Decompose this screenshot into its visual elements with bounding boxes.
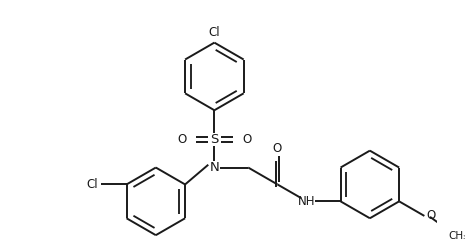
Text: NH: NH bbox=[298, 195, 316, 208]
Text: Cl: Cl bbox=[87, 178, 99, 191]
Text: O: O bbox=[242, 133, 252, 146]
Text: O: O bbox=[273, 142, 282, 155]
Text: S: S bbox=[210, 133, 219, 146]
Text: CH₃: CH₃ bbox=[448, 231, 465, 241]
Text: O: O bbox=[427, 209, 436, 222]
Text: Cl: Cl bbox=[209, 26, 220, 39]
Text: O: O bbox=[178, 133, 186, 146]
Text: N: N bbox=[210, 161, 219, 174]
